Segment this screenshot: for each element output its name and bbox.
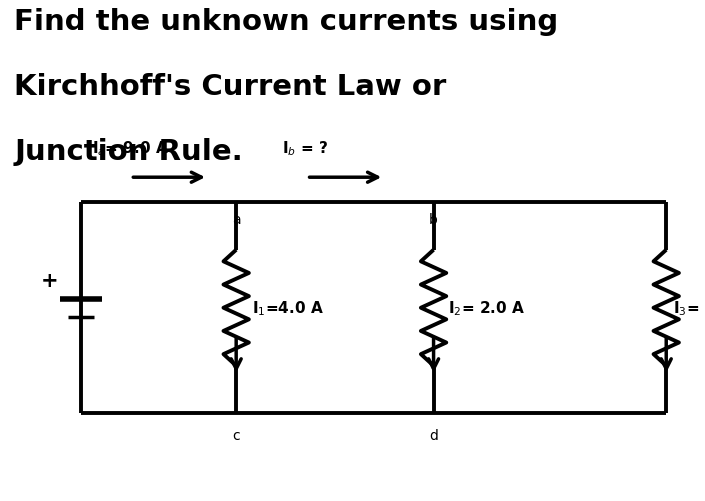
Text: I$_b$ = ?: I$_b$ = ?	[282, 139, 329, 158]
Text: c: c	[233, 428, 240, 442]
Text: b: b	[429, 213, 438, 227]
Text: I$_a$= 9.0 A: I$_a$= 9.0 A	[92, 139, 168, 158]
Text: d: d	[429, 428, 438, 442]
Text: Junction Rule.: Junction Rule.	[14, 138, 243, 166]
Text: I$_1$=4.0 A: I$_1$=4.0 A	[252, 299, 324, 318]
Text: a: a	[232, 213, 240, 227]
Text: Kirchhoff's Current Law or: Kirchhoff's Current Law or	[14, 73, 446, 101]
Text: I$_2$= 2.0 A: I$_2$= 2.0 A	[448, 299, 525, 318]
Text: +: +	[41, 271, 58, 291]
Text: I$_3$= ?: I$_3$= ?	[673, 299, 705, 318]
Text: Find the unknown currents using: Find the unknown currents using	[14, 8, 558, 36]
